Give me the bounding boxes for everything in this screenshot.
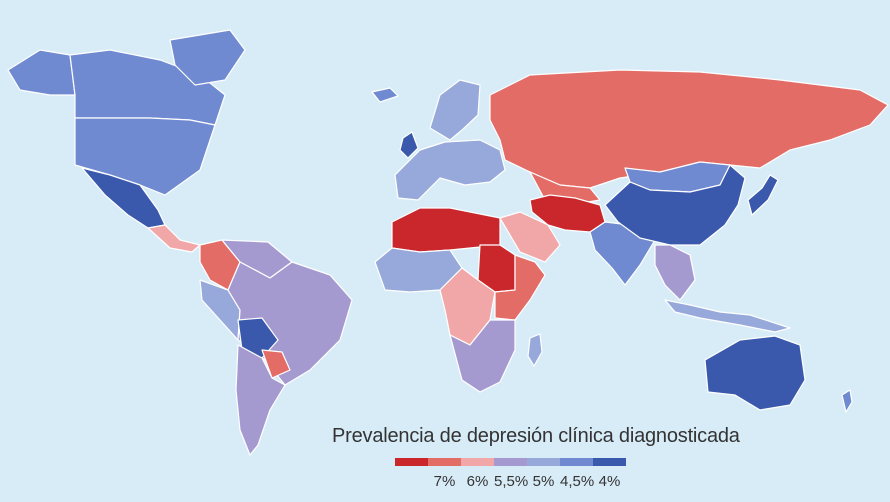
region-se-asia: [654, 244, 696, 301]
region-japan: [747, 174, 779, 216]
legend-label: 4,5%: [560, 473, 595, 490]
region-southern-cone: [235, 344, 286, 456]
region-southern-africa: [449, 319, 516, 393]
legend-label: 6%: [466, 473, 489, 490]
legend-swatch: [428, 458, 461, 466]
region-china: [604, 164, 746, 246]
region-iceland: [371, 87, 399, 103]
legend-labels: 7% 6% 5,5% 5% 4,5% 4%: [395, 473, 626, 490]
region-usa: [74, 117, 216, 196]
region-paraguay: [261, 349, 291, 379]
legend-label: 5,5%: [494, 473, 529, 490]
region-central-america: [147, 224, 201, 253]
region-indonesia: [664, 299, 791, 333]
region-uk: [399, 131, 419, 159]
legend-label: [395, 473, 428, 490]
legend-swatch: [494, 458, 527, 466]
region-greenland: [169, 29, 246, 86]
legend-scale: [395, 458, 626, 468]
legend-label: 7%: [433, 473, 456, 490]
region-alaska: [7, 49, 76, 96]
legend-swatch: [560, 458, 593, 466]
legend-swatch: [527, 458, 560, 466]
legend-swatch: [461, 458, 494, 466]
legend-swatch: [395, 458, 428, 466]
legend-label: 4%: [598, 473, 621, 490]
region-scandinavia: [429, 79, 481, 141]
region-russia: [489, 69, 889, 189]
region-australia: [704, 335, 806, 411]
legend-swatch: [593, 458, 626, 466]
region-new-zealand: [841, 389, 853, 413]
legend-label: 5%: [532, 473, 555, 490]
legend-title: Prevalencia de depresión clínica diagnos…: [332, 425, 740, 447]
region-bolivia: [237, 317, 279, 359]
region-europe: [394, 139, 506, 201]
region-madagascar: [527, 333, 543, 367]
region-arabia: [499, 211, 561, 263]
